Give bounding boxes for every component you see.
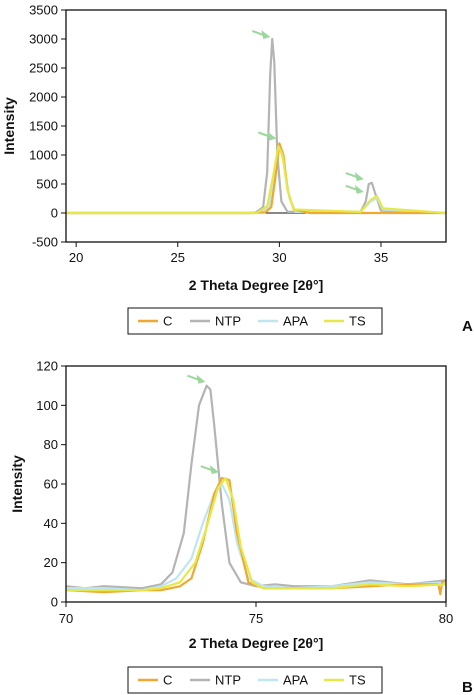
y-tick-label: 0 xyxy=(51,595,58,610)
y-tick-label: 1000 xyxy=(29,148,58,163)
y-tick-label: 500 xyxy=(36,177,58,192)
y-tick-label: 120 xyxy=(36,359,58,374)
x-tick-label: 20 xyxy=(69,250,83,265)
series-line-c xyxy=(66,142,446,215)
legend-label-c: C xyxy=(163,314,172,329)
peak-arrow-head xyxy=(267,131,277,141)
y-tick-label: 3500 xyxy=(29,3,58,18)
y-tick-label: 60 xyxy=(44,477,58,492)
legend-label-ntp: NTP xyxy=(215,314,241,329)
chart-panel-b: 70 75 80 0 20 40 60 80 100 120 2 Theta Degree [2θ°… xyxy=(9,359,473,695)
series-line-apa xyxy=(66,482,446,592)
peak-arrow-head xyxy=(196,374,206,384)
y-axis-title: Intensity xyxy=(9,455,25,513)
peak-arrow xyxy=(187,374,206,384)
x-axis-title: 2 Theta Degree [2θ°] xyxy=(189,635,324,651)
chart-legend: C NTP APA TS xyxy=(127,307,383,335)
x-tick-label: 75 xyxy=(249,611,263,626)
series-line-ntp xyxy=(66,37,446,215)
legend-label-ts: TS xyxy=(349,673,366,688)
y-tick-label: 40 xyxy=(44,516,58,531)
peak-arrow-head xyxy=(261,30,271,39)
x-tick-label: 80 xyxy=(439,611,453,626)
peak-arrow xyxy=(345,184,364,194)
x-axis-title: 2 Theta Degree [2θ°] xyxy=(189,277,324,293)
legend-label-ts: TS xyxy=(349,314,366,329)
peak-arrow xyxy=(345,172,364,182)
y-tick-label: 1500 xyxy=(29,119,58,134)
chart-legend: C NTP APA TS xyxy=(127,666,383,694)
peak-arrow-head xyxy=(209,465,219,475)
panel-letter: B xyxy=(462,679,473,695)
series-line-ts xyxy=(66,145,446,215)
y-tick-label: -500 xyxy=(32,235,58,250)
y-tick-label: 3000 xyxy=(29,32,58,47)
peak-arrow xyxy=(251,30,271,39)
legend-label-apa: APA xyxy=(283,673,308,688)
series-line-ntp xyxy=(66,384,446,590)
y-tick-label: 80 xyxy=(44,437,58,452)
x-tick-label: 35 xyxy=(374,250,388,265)
chart-panel-a: 20 25 30 35 -500 0 500 1000 1500 2000 2500 3000 3500… xyxy=(1,3,473,336)
legend-label-apa: APA xyxy=(283,314,308,329)
plot-frame xyxy=(65,365,447,603)
x-tick-label: 70 xyxy=(59,611,73,626)
legend-label-ntp: NTP xyxy=(215,673,241,688)
y-tick-label: 2500 xyxy=(29,61,58,76)
y-tick-label: 20 xyxy=(44,555,58,570)
plot-frame xyxy=(65,9,447,243)
y-axis-title: Intensity xyxy=(1,97,17,155)
series-line-ts xyxy=(66,477,446,592)
peak-arrow xyxy=(258,131,277,141)
series-line-apa xyxy=(66,145,446,215)
y-tick-label: 100 xyxy=(36,398,58,413)
y-tick-label: 2000 xyxy=(29,90,58,105)
x-tick-label: 25 xyxy=(171,250,185,265)
peak-arrow-head xyxy=(354,184,364,194)
peak-arrow-head xyxy=(354,172,364,182)
x-tick-label: 30 xyxy=(272,250,286,265)
legend-label-c: C xyxy=(163,673,172,688)
y-tick-label: 0 xyxy=(51,206,58,221)
panel-letter: A xyxy=(462,318,473,335)
series-line-c xyxy=(66,477,446,596)
peak-arrow xyxy=(200,465,219,475)
